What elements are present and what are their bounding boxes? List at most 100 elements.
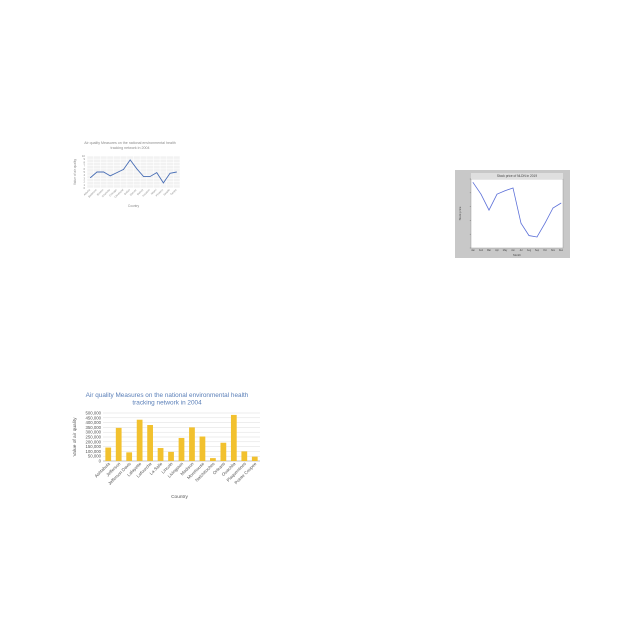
- y-tick-label: 8: [83, 160, 85, 164]
- x-tick-label: Houston: [141, 187, 151, 197]
- x-tick-label: Denver: [129, 188, 138, 197]
- data-point: [552, 207, 554, 209]
- x-tick-label: Aug: [527, 249, 532, 252]
- bar: [251, 456, 258, 461]
- bar: [189, 427, 195, 461]
- bar: [105, 447, 112, 461]
- x-tick-label: Sep: [535, 249, 540, 252]
- y-tick-label: 300,000: [85, 430, 101, 435]
- x-tick-label: Seattle: [162, 187, 171, 196]
- chart-title: tracking network in 2004: [111, 146, 150, 150]
- chart-title: Air quality Measures on the national env…: [86, 392, 249, 399]
- y-tick-label: 0: [83, 186, 85, 190]
- data-point: [480, 193, 482, 195]
- data-point: [512, 187, 514, 189]
- data-point: [472, 182, 474, 183]
- y-tick-label: 3: [83, 176, 85, 180]
- data-point: [536, 236, 538, 238]
- chart-title: tracking network in 2004: [132, 400, 202, 407]
- data-point: [169, 172, 171, 174]
- bar: [220, 442, 227, 461]
- data-point: [496, 193, 498, 195]
- y-tick-label: 250,000: [85, 435, 101, 440]
- data-point: [156, 172, 158, 173]
- x-axis-label: Country: [128, 204, 140, 208]
- x-tick-label: Detroit: [136, 188, 144, 196]
- data-point: [149, 176, 151, 177]
- air-quality-line-chart-svg: Air quality Measures on the national env…: [73, 141, 181, 208]
- y-tick-label: 6: [83, 167, 85, 171]
- x-tick-label: Atlanta: [82, 187, 91, 196]
- bar: [168, 451, 174, 461]
- data-point: [176, 171, 177, 173]
- y-tick-label: 9: [83, 157, 85, 161]
- y-tick-label: 2: [83, 180, 85, 184]
- bar: [147, 425, 153, 461]
- bar: [210, 458, 216, 461]
- data-point: [103, 171, 104, 173]
- x-tick-label: Oct: [543, 249, 547, 252]
- chart-title: Stock price of NLDN in 2019: [497, 174, 537, 178]
- x-tick-label: Tampa: [169, 187, 178, 196]
- data-point: [488, 209, 490, 211]
- data-point: [129, 159, 131, 161]
- y-tick-label: 200,000: [85, 439, 101, 444]
- x-tick-label: Charlotte: [101, 187, 112, 198]
- y-tick-label: 500,000: [85, 411, 101, 416]
- data-point: [544, 222, 546, 224]
- x-tick-label: Mar: [487, 249, 491, 252]
- data-point: [96, 171, 98, 173]
- y-tick-label: 50,000: [88, 454, 102, 459]
- y-tick-label: 400,000: [85, 420, 101, 425]
- x-tick-label: Cleveland: [113, 187, 124, 198]
- x-tick-label: Phoenix: [155, 187, 165, 197]
- bar: [230, 414, 237, 461]
- air-quality-bar-chart-svg: Air quality Measures on the national env…: [72, 392, 260, 500]
- stock-price-chart-svg: Stock price of NLDN in 2019 Jan Feb Mar Apr M…: [455, 170, 570, 258]
- data-point: [520, 222, 522, 224]
- y-tick-label: 450,000: [85, 415, 101, 420]
- y-tick-label: 100,000: [85, 449, 101, 454]
- data-point: [143, 176, 144, 177]
- x-tick-label: Jun: [511, 249, 516, 252]
- data-point: [116, 172, 118, 173]
- y-axis-label: Value of air quality: [72, 417, 78, 457]
- x-tick-label: Nov: [551, 249, 556, 252]
- y-axis-label: Value of air quality: [73, 159, 77, 185]
- y-tick-label: 4: [83, 173, 85, 177]
- bar: [157, 448, 164, 461]
- y-tick-label: 150,000: [85, 444, 101, 449]
- x-tick-label: Jan: [471, 249, 476, 252]
- x-tick-label: Feb: [479, 249, 484, 252]
- data-point: [136, 168, 138, 170]
- air-quality-line-chart: Air quality Measures on the national env…: [70, 138, 190, 213]
- x-axis-label: Month: [513, 253, 521, 257]
- data-point: [90, 177, 91, 179]
- x-tick-label: Jul: [519, 249, 523, 252]
- data-point: [123, 169, 124, 170]
- data-point: [504, 190, 506, 192]
- series-line: [90, 159, 177, 184]
- bar: [241, 451, 248, 461]
- bar: [199, 436, 206, 461]
- y-tick-label: 7: [83, 164, 85, 168]
- x-tick-label: Baltimore: [87, 187, 98, 198]
- title-bar: [471, 173, 563, 179]
- bar: [136, 419, 143, 461]
- x-tick-label: Miami: [150, 188, 158, 196]
- data-point: [560, 202, 562, 204]
- x-tick-label: Dec: [559, 249, 564, 252]
- x-tick-label: Dallas: [123, 187, 131, 195]
- bar: [178, 437, 185, 461]
- x-axis-label: Country: [171, 494, 188, 500]
- y-tick-label: 1: [83, 183, 85, 187]
- series-line: [472, 182, 562, 238]
- y-axis-label: Stock price: [458, 206, 462, 220]
- data-point: [528, 235, 530, 236]
- stock-price-line-chart: Stock price of NLDN in 2019 Jan Feb Mar Apr M…: [455, 170, 570, 258]
- chart-title: Air quality Measures on the national env…: [84, 141, 176, 145]
- data-point: [109, 175, 111, 177]
- bar: [126, 452, 133, 461]
- x-tick-label: Chicago: [108, 187, 118, 197]
- air-quality-bar-chart: Air quality Measures on the national env…: [70, 388, 265, 506]
